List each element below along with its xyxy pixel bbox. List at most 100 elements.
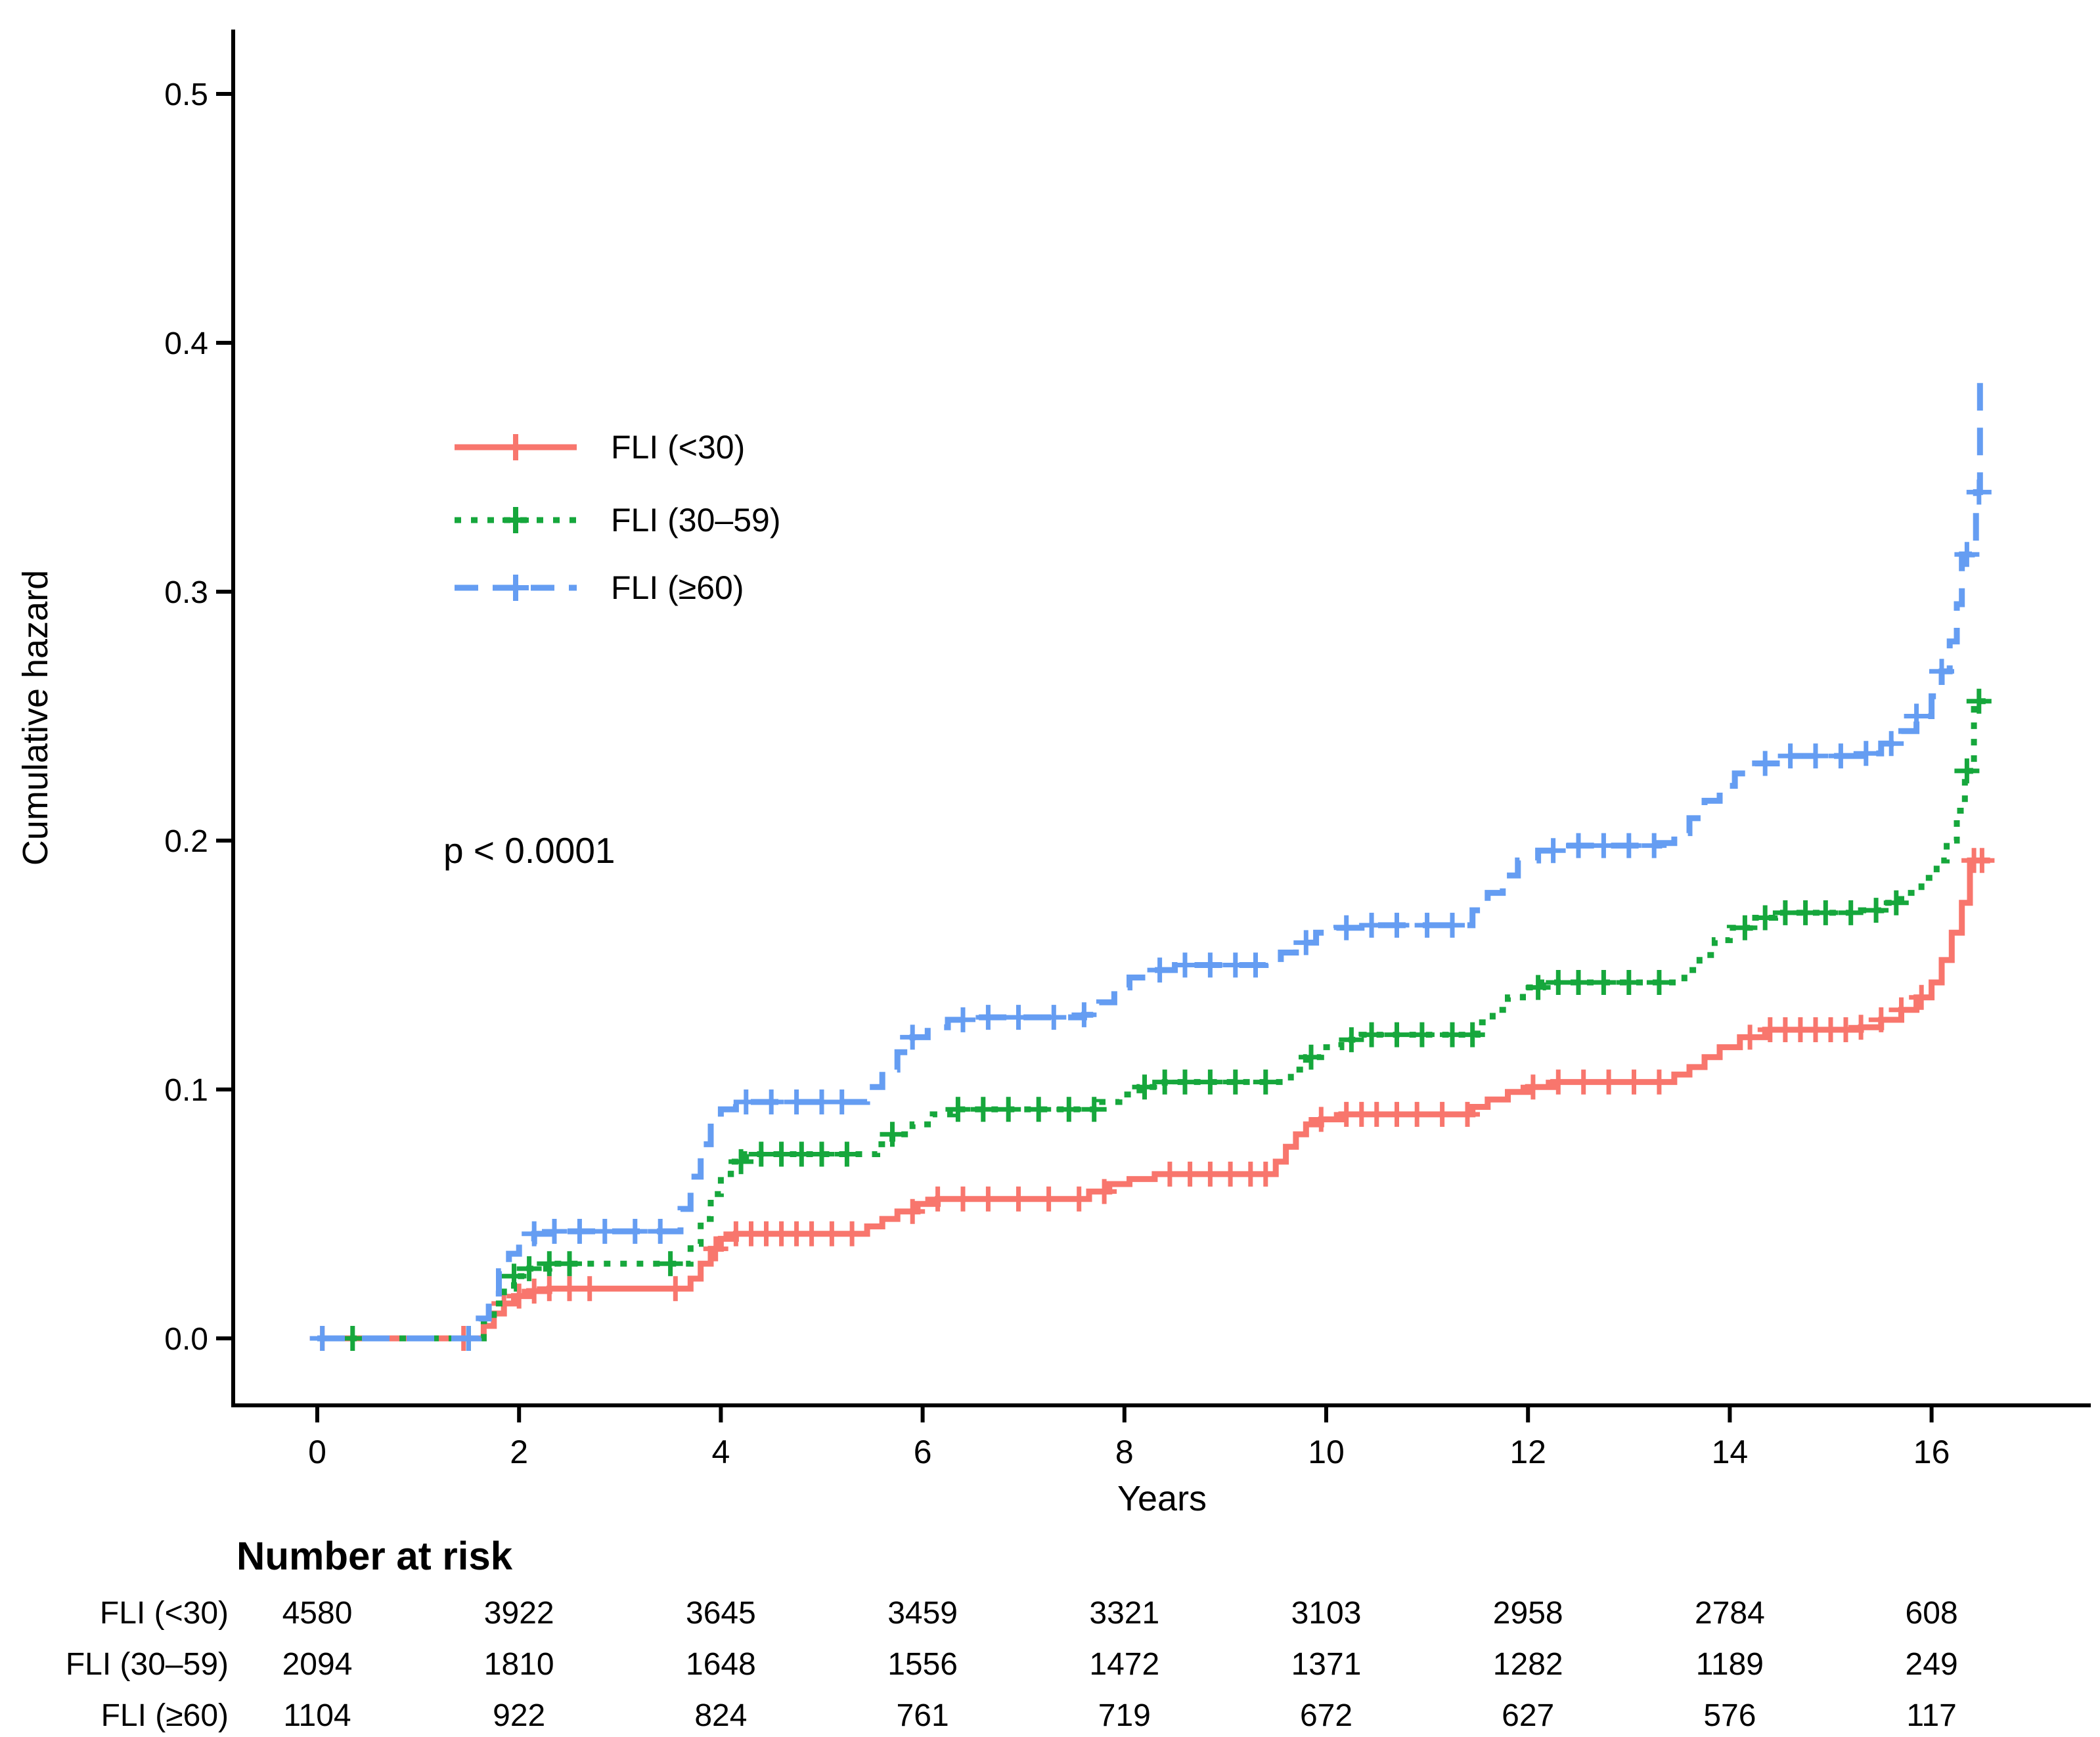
legend-plus-icon: [503, 434, 529, 460]
censor-plus-icon: [1253, 1161, 1278, 1187]
risk-count: 2784: [1695, 1596, 1765, 1631]
censor-plus-icon: [309, 1326, 335, 1351]
censor-plus-icon: [1616, 833, 1642, 858]
censor-plus-icon: [1414, 912, 1440, 938]
censor-plus-icon: [1596, 1069, 1622, 1095]
risk-count: 1648: [686, 1647, 756, 1682]
censor-plus-icon: [592, 1219, 617, 1244]
x-axis-tick-label: 0: [308, 1434, 326, 1470]
censor-plus-icon: [950, 1007, 975, 1032]
censor-plus-icon: [522, 1221, 547, 1246]
censor-plus-icon: [1197, 952, 1223, 978]
legend-plus-icon: [503, 507, 529, 533]
censor-plus-icon: [809, 1141, 834, 1167]
censor-plus-icon: [1041, 1005, 1067, 1030]
risk-count: 3922: [484, 1596, 554, 1631]
risk-count: 1189: [1696, 1647, 1764, 1682]
censor-plus-icon: [1066, 1186, 1092, 1212]
risk-count: 719: [1098, 1698, 1151, 1733]
censor-plus-icon: [1833, 1017, 1858, 1042]
censor-plus-icon: [703, 1236, 728, 1262]
risk-count: 576: [1703, 1698, 1756, 1733]
censor-plus-icon: [1954, 758, 1980, 783]
censor-plus-icon: [663, 1276, 688, 1302]
censor-plus-icon: [1173, 952, 1197, 978]
censor-plus-icon: [1828, 743, 1854, 769]
censor-plus-icon: [900, 1198, 926, 1224]
risk-row-label: FLI (≥60): [101, 1698, 229, 1733]
risk-count: 2094: [282, 1647, 353, 1682]
risk-table-row: FLI (≥60) 1104 922 824 761 719 672 627 576 117: [101, 1698, 1957, 1733]
censor-plus-icon: [1253, 1069, 1278, 1095]
axis-lines: [231, 30, 2091, 1407]
legend-item: FLI (<30): [455, 429, 745, 466]
censor-plus-icon: [516, 1256, 542, 1281]
risk-table-title: Number at risk: [236, 1534, 513, 1578]
censor-plus-icon: [1909, 984, 1934, 1010]
risk-count: 922: [493, 1698, 545, 1733]
risk-table-row: FLI (<30) 4580 3922 3645 3459 3321 3103 2958 278…: [100, 1596, 1958, 1631]
risk-count: 1472: [1089, 1647, 1159, 1682]
series-fli-60-: [309, 377, 1992, 1351]
censor-plus-icon: [1404, 1101, 1430, 1127]
censor-plus-icon: [577, 1276, 602, 1302]
censor-plus-icon: [733, 1089, 759, 1114]
censor-plus-icon: [1333, 915, 1359, 940]
censor-plus-icon: [1591, 970, 1617, 995]
censor-plus-icon: [1868, 1007, 1894, 1032]
risk-count: 117: [1906, 1698, 1957, 1733]
censor-plus-icon: [658, 1251, 683, 1277]
x-axis-tick-label: 14: [1712, 1434, 1749, 1470]
censor-plus-icon: [1737, 1024, 1763, 1050]
censor-plus-icon: [542, 1219, 567, 1244]
risk-count: 824: [694, 1698, 747, 1733]
censor-plus-icon: [1081, 1097, 1107, 1122]
risk-count: 249: [1906, 1647, 1958, 1682]
censor-plus-icon: [1883, 890, 1909, 915]
censor-plus-icon: [834, 1141, 860, 1167]
risk-count: 1282: [1493, 1647, 1563, 1682]
censor-marks: [309, 479, 1992, 1351]
risk-count: 1556: [887, 1647, 958, 1682]
p-value-annotation: p < 0.0001: [443, 830, 615, 871]
axes: 0.0 0.1 0.2 0.3 0.4 0.5 0 2 4 6 8 10 12 14 16 Years Cumu…: [16, 30, 2091, 1518]
legend-label: FLI (30–59): [611, 502, 780, 539]
censor-plus-icon: [1864, 898, 1889, 923]
censor-plus-icon: [975, 1005, 1001, 1030]
censor-plus-icon: [506, 1283, 532, 1309]
risk-count: 3321: [1089, 1596, 1159, 1631]
risk-count: 4580: [282, 1596, 353, 1631]
censor-plus-icon: [1777, 743, 1803, 769]
censor-plus-icon: [1966, 479, 1992, 505]
risk-count: 608: [1906, 1596, 1958, 1631]
censor-plus-icon: [456, 1326, 481, 1351]
censor-plus-icon: [1646, 1069, 1672, 1095]
censor-plus-icon: [557, 1251, 582, 1277]
censor-plus-icon: [1197, 1069, 1223, 1095]
censor-plus-icon: [728, 1149, 754, 1174]
censor-plus-icon: [925, 1186, 950, 1212]
legend-item: FLI (30–59): [455, 502, 780, 539]
censor-plus-icon: [1092, 1179, 1117, 1204]
censor-plus-icon: [1299, 1044, 1324, 1070]
censor-plus-icon: [1308, 1107, 1334, 1132]
risk-count: 672: [1300, 1698, 1352, 1733]
censor-plus-icon: [1566, 833, 1591, 858]
censor-plus-icon: [1409, 1022, 1435, 1047]
censor-plus-icon: [880, 1122, 905, 1147]
censor-plus-icon: [501, 1264, 527, 1289]
x-axis-tick-label: 8: [1115, 1434, 1134, 1470]
censor-plus-icon: [1006, 1005, 1031, 1030]
censor-plus-icon: [1222, 1069, 1248, 1095]
legend-plus-icon: [503, 575, 529, 601]
censor-plus-icon: [1616, 970, 1642, 995]
censor-plus-icon: [970, 1097, 996, 1122]
censor-plus-icon: [1455, 1101, 1480, 1127]
series-line: [317, 698, 1990, 1342]
series-fli-30-: [309, 848, 1995, 1351]
risk-count: 3103: [1291, 1596, 1362, 1631]
censor-plus-icon: [1293, 930, 1319, 956]
risk-count: 627: [1502, 1698, 1554, 1733]
